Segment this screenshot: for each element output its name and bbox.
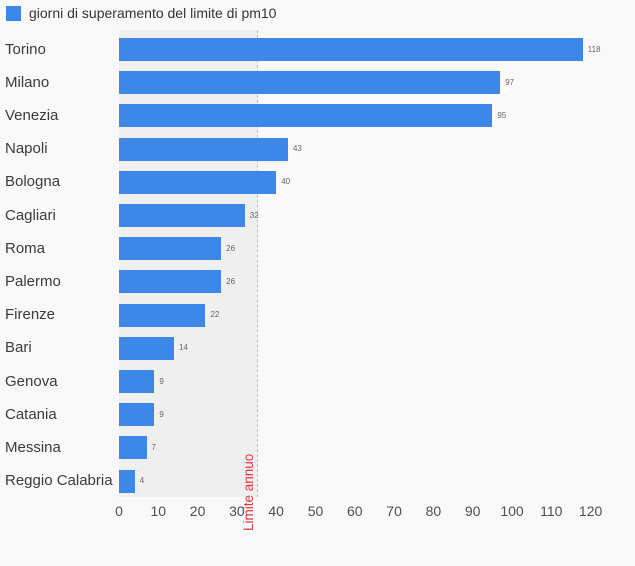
bar bbox=[119, 469, 135, 493]
legend-swatch bbox=[6, 5, 21, 21]
bar-value-label: 14 bbox=[179, 343, 188, 353]
bar-value-label: 26 bbox=[226, 276, 236, 286]
bar-value-label: 7 bbox=[151, 442, 156, 452]
x-tick-label: 30 bbox=[229, 503, 245, 519]
bar-value-label: 26 bbox=[226, 243, 236, 253]
bar bbox=[119, 270, 222, 294]
category-label: Torino bbox=[5, 40, 46, 58]
x-tick-label: 20 bbox=[189, 503, 206, 519]
limit-line bbox=[256, 30, 258, 497]
bar-value-label: 43 bbox=[292, 144, 302, 154]
bar bbox=[119, 336, 175, 360]
category-label: Milano bbox=[5, 73, 50, 91]
bar-value-label: 40 bbox=[281, 177, 291, 187]
bar bbox=[119, 137, 288, 161]
x-tick-label: 10 bbox=[150, 503, 167, 519]
x-tick-label: 60 bbox=[347, 503, 363, 519]
x-tick-label: 80 bbox=[425, 503, 442, 519]
bar-value-label: 32 bbox=[249, 210, 259, 220]
x-tick-label: 50 bbox=[307, 503, 324, 519]
bar bbox=[119, 237, 222, 261]
bar-value-label: 118 bbox=[587, 44, 601, 54]
bar-value-label: 97 bbox=[505, 77, 515, 87]
bar bbox=[119, 38, 583, 61]
bar bbox=[119, 370, 155, 393]
category-label: Firenze bbox=[5, 306, 56, 324]
category-label: Roma bbox=[5, 239, 46, 257]
bar-value-label: 4 bbox=[139, 476, 145, 486]
category-label: Catania bbox=[5, 405, 57, 423]
category-label: Palermo bbox=[5, 272, 61, 290]
category-label: Bologna bbox=[5, 173, 61, 191]
x-tick-label: 40 bbox=[268, 503, 284, 519]
bar-value-label: 9 bbox=[159, 376, 164, 386]
x-tick-label: 120 bbox=[578, 503, 603, 519]
category-label: Napoli bbox=[5, 140, 48, 158]
limit-band bbox=[119, 30, 257, 497]
category-label: Reggio Calabria bbox=[5, 472, 113, 490]
bar bbox=[119, 104, 493, 128]
x-tick-label: 110 bbox=[540, 503, 563, 519]
bar bbox=[119, 170, 277, 194]
bar-value-label: 22 bbox=[210, 310, 220, 320]
bar bbox=[119, 403, 155, 427]
category-label: Cagliari bbox=[5, 206, 56, 224]
category-label: Messina bbox=[5, 438, 61, 456]
bar bbox=[119, 204, 245, 227]
x-tick-label: 90 bbox=[464, 503, 481, 519]
x-tick-label: 70 bbox=[386, 503, 402, 519]
category-label: Venezia bbox=[5, 106, 59, 124]
x-tick-label: 100 bbox=[500, 503, 524, 519]
legend-label: giorni di superamento del limite di pm10 bbox=[29, 5, 277, 21]
bar bbox=[119, 71, 501, 95]
bar bbox=[119, 436, 147, 460]
bar-value-label: 9 bbox=[159, 409, 164, 419]
bar bbox=[119, 303, 206, 327]
legend: giorni di superamento del limite di pm10 bbox=[6, 5, 276, 21]
bar-value-label: 95 bbox=[497, 110, 507, 120]
x-tick-label: 0 bbox=[115, 503, 123, 519]
category-label: Bari bbox=[5, 339, 32, 357]
category-label: Genova bbox=[5, 372, 58, 390]
